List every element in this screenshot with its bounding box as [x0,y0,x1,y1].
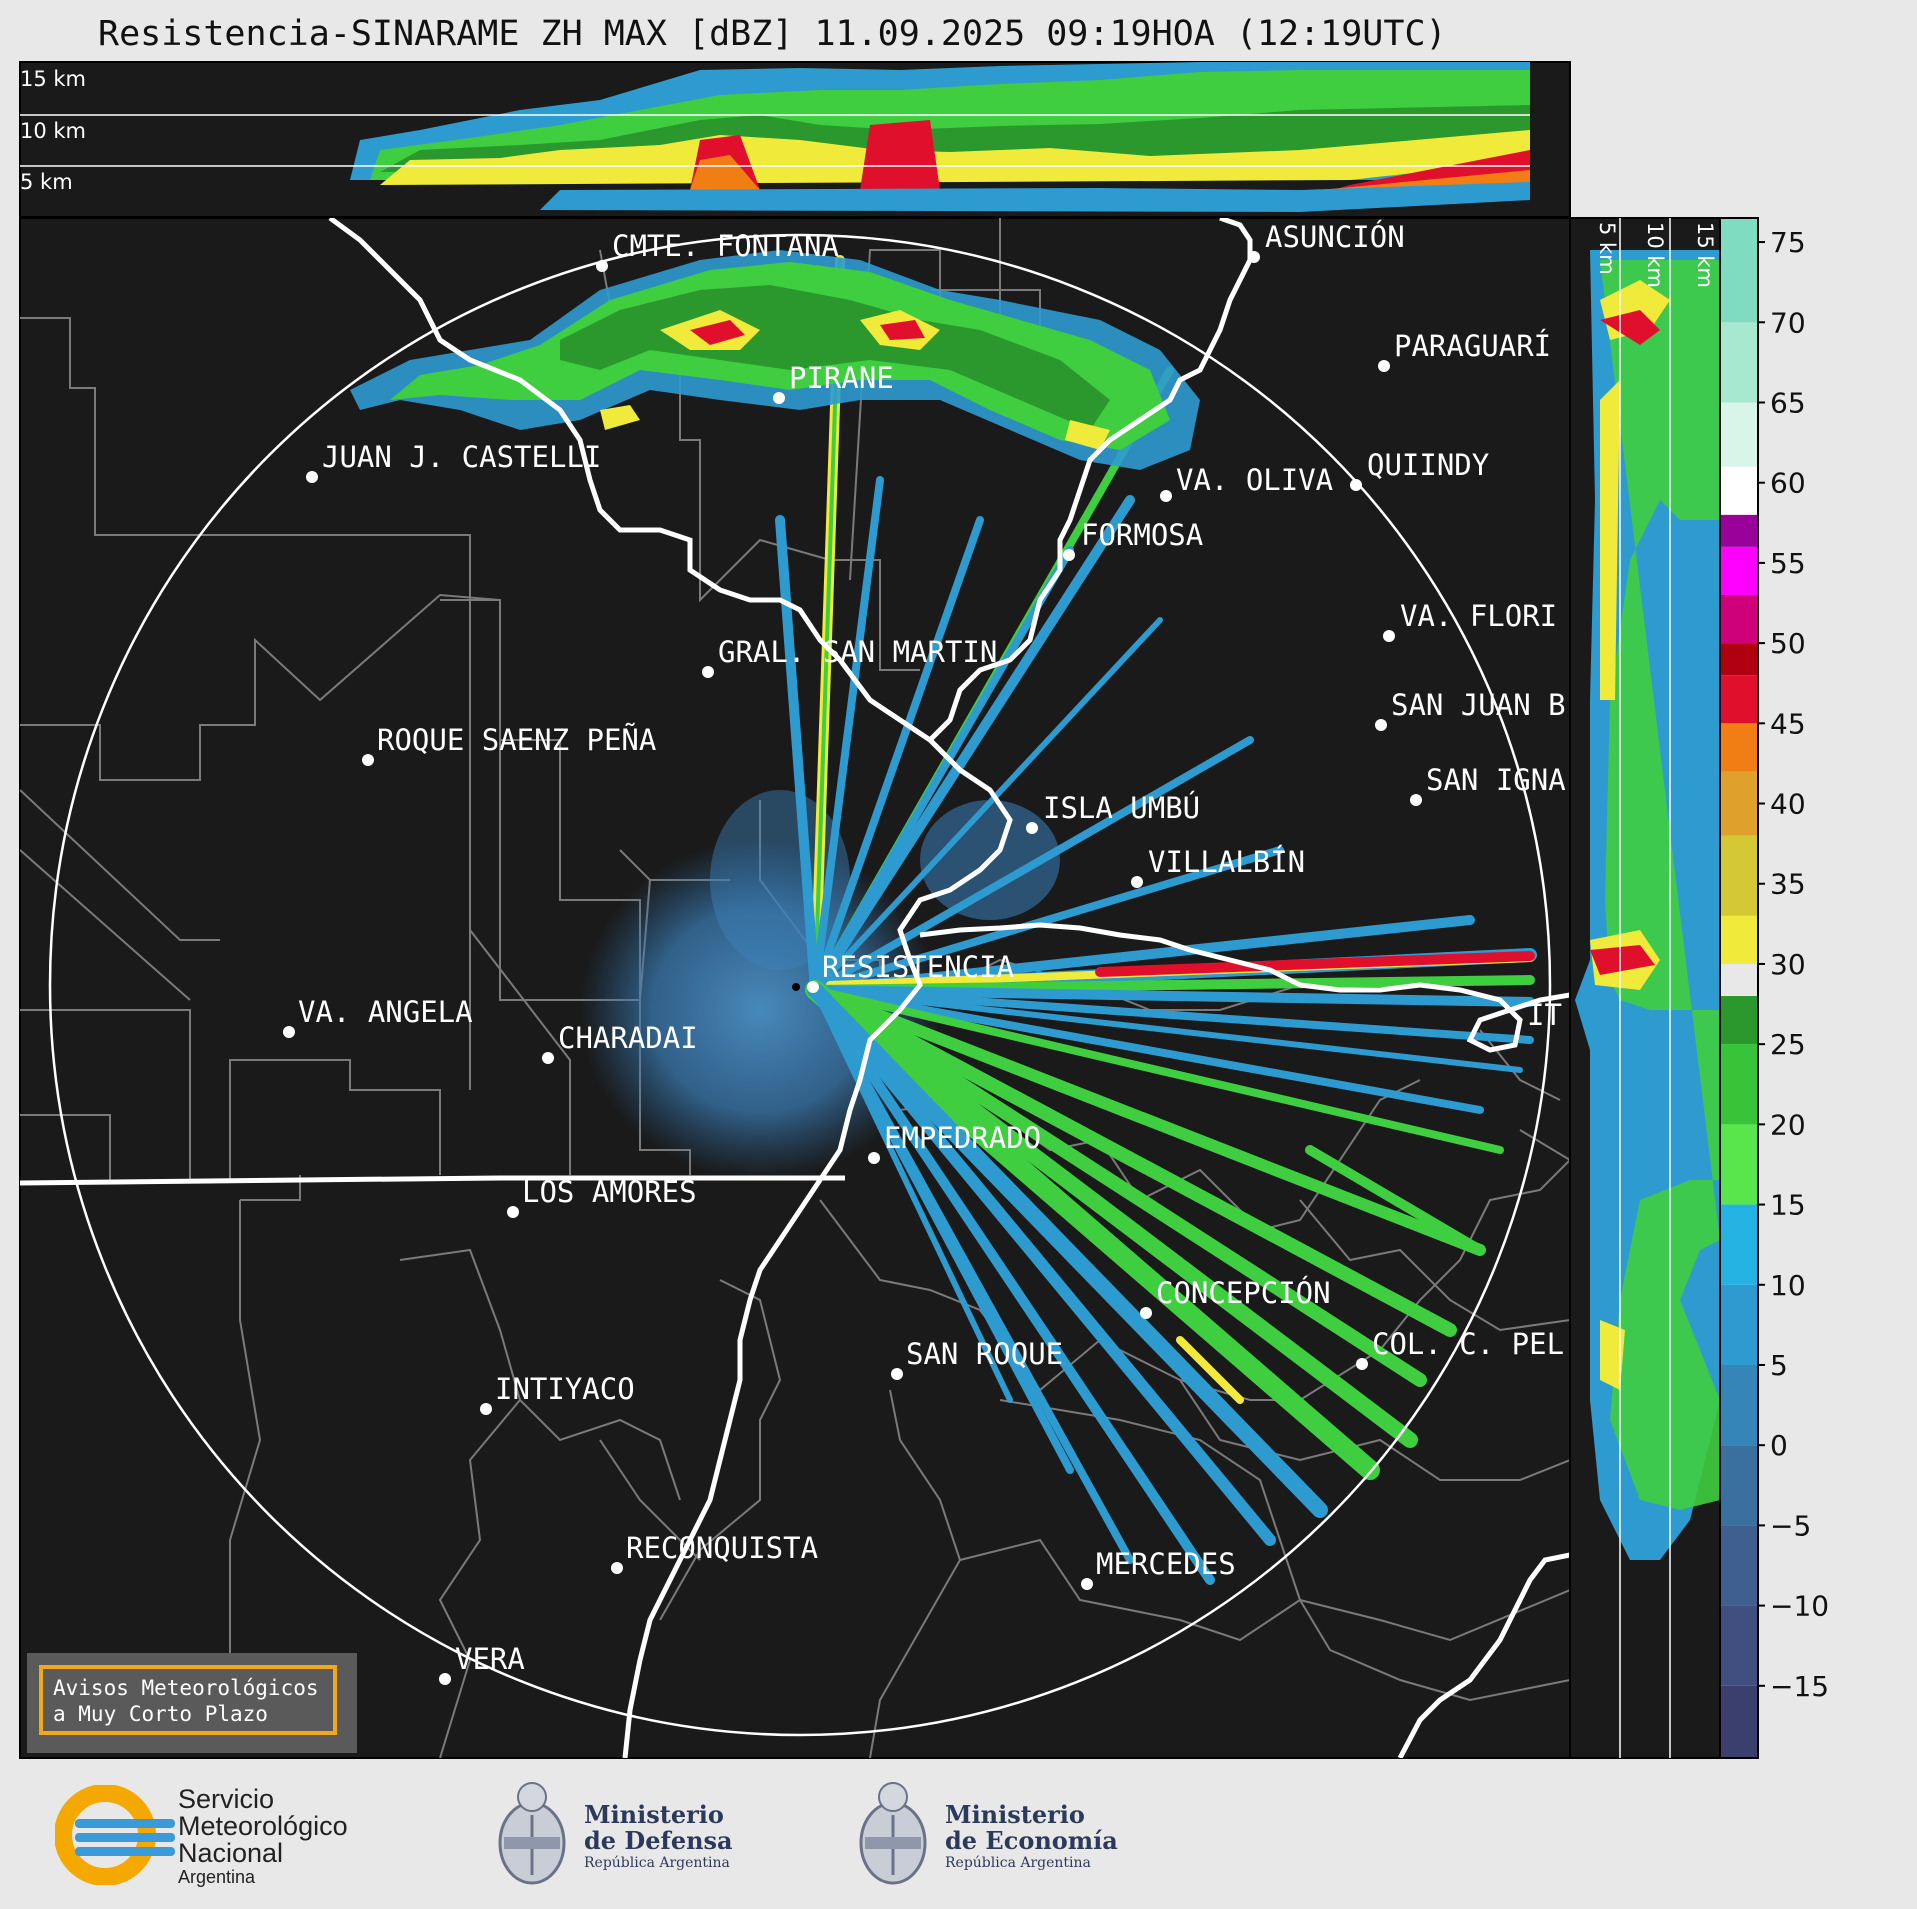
top-alt-label-15: 15 km [20,67,86,91]
city-label: VILLALBÍN [1148,845,1305,879]
alert-box-frame: Avisos Meteorológicos a Muy Corto Plazo [39,1665,337,1735]
top-cross-section-panel: 15 km 10 km 5 km [19,61,1571,218]
colorbar-swatch [1720,1605,1758,1686]
city-label: QUIINDY [1367,448,1489,482]
city-label: PIRANE [789,361,894,395]
colorbar-swatch [1720,1364,1758,1446]
colorbar-tick-label: 25 [1770,1028,1806,1061]
smn-logo-icon [55,1785,175,1885]
city-label: JUAN J. CASTELLI [322,440,601,474]
side-alt-label-15: 15 km [1693,222,1717,288]
colorbar-tick-label: −10 [1770,1590,1829,1623]
alert-line-2: a Muy Corto Plazo [53,1702,268,1726]
city-label: CONCEPCIÓN [1156,1276,1331,1310]
title-text: Resistencia-SINARAME ZH MAX [dBZ] 11.09.… [98,14,1447,54]
colorbar-swatch [1720,594,1758,644]
colorbar-swatch [1720,1204,1758,1285]
radar-range-circle [48,233,1552,1737]
city-markers [283,251,1422,1685]
side-alt-label-5: 5 km [1595,222,1619,275]
colorbar-tick-label: 15 [1770,1189,1806,1222]
colorbar-swatch [1720,514,1758,547]
city-label: PARAGUARÍ [1394,329,1551,363]
colorbar-tick-label: −5 [1770,1509,1811,1542]
colorbar-tick-label: 0 [1770,1429,1788,1462]
side-cross-section-panel: 5 km 10 km 15 km [1569,217,1721,1759]
side-alt-label-10: 10 km [1643,222,1667,288]
city-label: SAN ROQUE [906,1337,1063,1371]
colorbar-swatch [1720,218,1758,323]
smn-logo-text: Servicio Meteorológico Nacional Argentin… [178,1784,348,1888]
colorbar-swatch [1720,322,1758,403]
defensa-logo-text: Ministerio de Defensa República Argentin… [584,1800,733,1872]
top-alt-label-5: 5 km [20,170,73,194]
economia-logo-text: Ministerio de Economía República Argenti… [945,1800,1118,1872]
radar-rays [775,255,1537,1585]
colorbar-swatch [1720,466,1758,515]
colorbar-swatch [1720,1685,1758,1758]
city-label: VERA [455,1642,525,1676]
city-label: COL. C. PEL [1372,1327,1564,1361]
colorbar-tick-label: 35 [1770,868,1806,901]
city-label: INTIYACO [495,1372,635,1406]
city-label: RECONQUISTA [626,1531,818,1565]
colorbar-swatch [1720,835,1758,916]
colorbar-swatch [1720,546,1758,595]
city-label: LOS AMORES [522,1175,697,1209]
colorbar-tick-label: 30 [1770,948,1806,981]
colorbar-swatch [1720,771,1758,836]
city-label: ISLA UMBÚ [1043,791,1200,825]
colorbar-tick-label: 10 [1770,1269,1806,1302]
alert-line-1: Avisos Meteorológicos [53,1676,319,1700]
colorbar-tick-label: −15 [1770,1670,1829,1703]
city-label: IT [1527,998,1562,1032]
city-label: ASUNCIÓN [1265,220,1405,254]
colorbar-swatch [1720,996,1758,1045]
colorbar-swatch [1720,1044,1758,1125]
city-label: CMTE. FONTANA [612,229,839,263]
colorbar-tick-label: 40 [1770,788,1806,821]
colorbar-swatch [1720,1284,1758,1365]
city-label: CHARADAI [558,1021,698,1055]
city-label: VA. ANGELA [298,995,473,1029]
alert-box[interactable]: Avisos Meteorológicos a Muy Corto Plazo [27,1653,357,1753]
colorbar-tick-label: 70 [1770,306,1806,339]
top-echo-profile [350,62,1530,212]
city-label: RESISTENCIA [822,950,1014,984]
colorbar-tick-label: 5 [1770,1349,1788,1382]
colorbar-tick-label: 45 [1770,707,1806,740]
colorbar-swatch [1720,915,1758,964]
colorbar-swatch [1720,1124,1758,1205]
radar-map-panel: CMTE. FONTANA ASUNCIÓN PARAGUARÍ PIRANE … [19,217,1571,1759]
city-label: SAN JUAN B [1391,688,1566,722]
city-label: EMPEDRADO [884,1121,1041,1155]
city-label: SAN IGNA [1426,763,1566,797]
department-boundaries [20,218,1570,1758]
colorbar-tick-label: 65 [1770,386,1806,419]
colorbar-swatch [1720,723,1758,772]
colorbar-swatch [1720,675,1758,724]
city-label: VA. FLORI [1400,599,1557,633]
colorbar-tick-label: 50 [1770,627,1806,660]
city-label: GRAL. SAN MARTIN [718,635,997,669]
colorbar-swatch [1720,1445,1758,1526]
colorbar-tick-label: 20 [1770,1108,1806,1141]
city-labels: CMTE. FONTANA ASUNCIÓN PARAGUARÍ PIRANE … [298,220,1566,1676]
top-alt-label-10: 10 km [20,119,86,143]
colorbar-tick-label: 75 [1770,226,1806,259]
defensa-coat-of-arms-icon [498,1782,566,1885]
colorbar-swatch [1720,402,1758,467]
colorbar-tick-label: 60 [1770,467,1806,500]
economia-coat-of-arms-icon [859,1782,927,1885]
city-label: VA. OLIVA [1176,463,1333,497]
city-label: MERCEDES [1096,1547,1236,1581]
city-label: FORMOSA [1081,518,1203,552]
colorbar-swatch [1720,1525,1758,1606]
colorbar-swatch [1720,643,1758,676]
colorbar-tick-label: 55 [1770,547,1806,580]
rivers-and-borders [20,218,1570,1758]
city-label: ROQUE SAENZ PEÑA [377,723,656,757]
